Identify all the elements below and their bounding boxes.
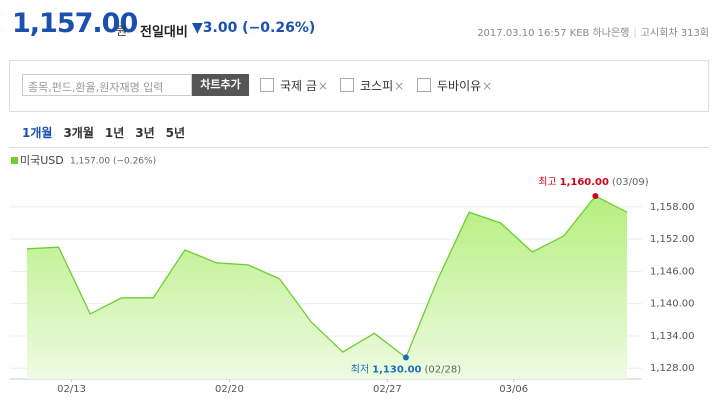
legend-label: 미국USD — [20, 154, 64, 167]
compare-item[interactable]: 국제 금× — [260, 77, 328, 94]
marker — [592, 193, 599, 200]
annotation-date: (02/28) — [425, 364, 462, 375]
period-tabs: 1개월 3개월 1년 3년 5년 — [22, 124, 196, 141]
meta: 2017.03.10 16:57 KEB 하나은행 | 고시회차 313회 — [477, 28, 709, 39]
search-input[interactable]: 종목,펀드,환율,원자재명 입력 — [22, 74, 192, 96]
remove[interactable]: × — [482, 79, 493, 93]
annotation-label: 최고 — [538, 176, 556, 188]
divider — [9, 147, 709, 148]
compare-label: 전일대비 — [140, 25, 188, 40]
legend-swatch — [11, 157, 18, 164]
y-tick-label: 1,158.00 — [650, 202, 695, 213]
y-tick-label: 1,134.00 — [650, 331, 695, 342]
price: 1,157.00 — [12, 8, 138, 39]
remove[interactable]: × — [317, 79, 328, 93]
add-button[interactable]: 차트추가 — [192, 74, 249, 96]
y-tick-label: 1,128.00 — [650, 363, 695, 374]
change: ▼3.00 (−0.26%) — [192, 20, 316, 36]
annotation-label: 최저 — [351, 363, 369, 375]
y-tick-label: 1,152.00 — [650, 234, 695, 245]
remove[interactable]: × — [394, 79, 405, 93]
annotation-date: (03/09) — [612, 177, 649, 188]
line — [26, 195, 628, 359]
timestamp: 2017.03.10 16:57 — [477, 28, 567, 39]
period-tab[interactable]: 1개월 — [22, 126, 53, 140]
compare-item[interactable]: 두바이유× — [417, 77, 492, 94]
annotation-value: 1,160.00 — [560, 177, 609, 188]
legend-detail: 1,157.00 (−0.26%) — [70, 157, 156, 167]
compare-label: 국제 금 — [280, 79, 317, 93]
annotation-value: 1,130.00 — [372, 364, 421, 375]
compare-box — [9, 60, 709, 112]
x-tick-label: 02/27 — [373, 384, 402, 395]
area — [27, 196, 627, 379]
x-tick-label: 02/20 — [215, 384, 244, 395]
compare-item[interactable]: 코스피× — [340, 77, 404, 94]
compare-label: 두바이유 — [437, 79, 482, 93]
unit: 원 — [116, 24, 128, 38]
period-tab[interactable]: 5년 — [165, 126, 186, 140]
marker — [402, 354, 409, 361]
y-tick-label: 1,140.00 — [650, 299, 695, 310]
annotation: 최고 1,160.00 (03/09) — [538, 176, 648, 188]
x-tick-label: 03/06 — [499, 384, 528, 395]
period-tab[interactable]: 1년 — [104, 126, 125, 140]
round: 고시회차 313회 — [640, 28, 709, 39]
x-tick-label: 02/13 — [57, 384, 86, 395]
bank: KEB 하나은행 — [569, 28, 630, 39]
annotation: 최저 1,130.00 (02/28) — [351, 363, 461, 375]
period-tab[interactable]: 3개월 — [63, 126, 94, 140]
period-tab[interactable]: 3년 — [135, 126, 155, 140]
y-tick-label: 1,146.00 — [650, 266, 695, 277]
compare-label: 코스피 — [360, 79, 394, 93]
